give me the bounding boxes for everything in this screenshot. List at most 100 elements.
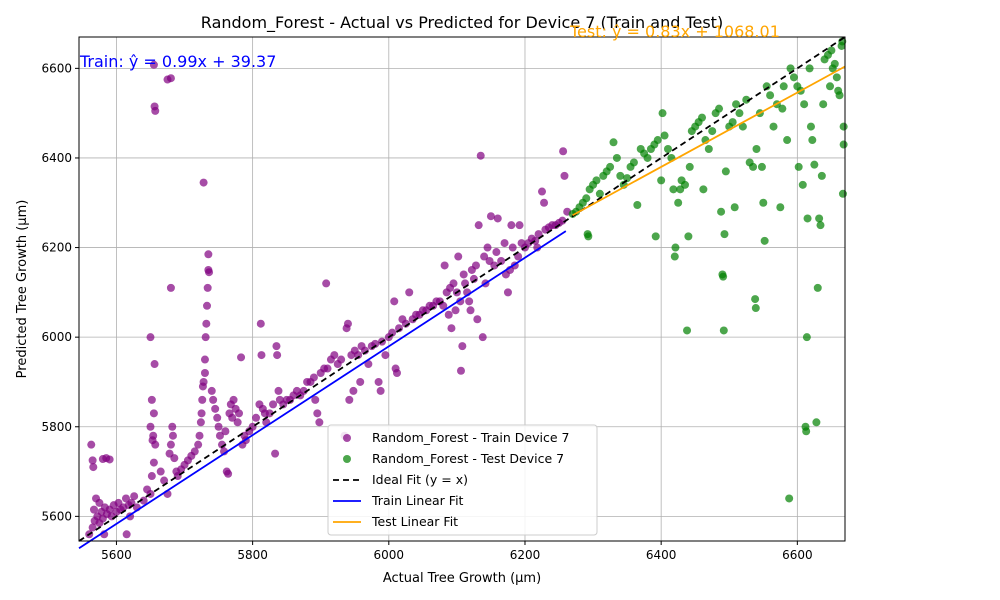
test-point — [684, 232, 693, 241]
test-point — [732, 100, 741, 109]
train-point — [89, 463, 98, 472]
train-point — [474, 221, 483, 230]
test-point — [806, 122, 815, 131]
train-point — [166, 440, 175, 449]
y-tick-label: 6000 — [41, 330, 72, 344]
train-point — [503, 288, 512, 297]
x-tick-label: 5600 — [101, 548, 132, 562]
test-point — [827, 46, 836, 55]
test-point — [616, 171, 625, 180]
train-point — [490, 261, 499, 270]
test-point — [803, 214, 812, 223]
test-point — [609, 138, 618, 147]
y-tick-label: 5800 — [41, 420, 72, 434]
test-point — [730, 203, 739, 212]
test-point — [776, 203, 785, 212]
legend-label: Test Linear Fit — [371, 514, 458, 529]
train-point — [315, 418, 324, 427]
train-point — [534, 230, 543, 239]
train-equation-annotation: Train: ŷ = 0.99x + 39.37 — [79, 52, 276, 71]
train-point — [122, 530, 131, 539]
x-tick-label: 6600 — [782, 548, 813, 562]
y-tick-label: 5600 — [41, 509, 72, 523]
train-point — [147, 395, 156, 404]
train-point — [390, 297, 399, 306]
train-point — [207, 386, 216, 395]
train-point — [147, 472, 156, 481]
test-point — [815, 214, 824, 223]
test-point — [721, 167, 730, 176]
train-point — [323, 364, 332, 373]
train-point — [269, 400, 278, 409]
train-point — [237, 353, 246, 362]
fit-lines — [78, 36, 846, 549]
test-point — [674, 198, 683, 207]
train-point — [493, 214, 502, 223]
test-point — [671, 243, 680, 252]
train-point — [376, 386, 385, 395]
test-point — [658, 109, 667, 118]
y-tick-label: 6200 — [41, 241, 72, 255]
test-point — [838, 189, 847, 198]
train-point — [478, 333, 487, 342]
train-point — [500, 239, 509, 248]
train-point — [356, 377, 365, 386]
train-point — [105, 455, 114, 464]
train-point — [146, 422, 155, 431]
test-equation-annotation: Test: ŷ = 0.83x + 1068.01 — [569, 22, 780, 41]
train-point — [88, 523, 97, 532]
test-point — [698, 113, 707, 122]
train-point — [533, 243, 542, 252]
train-point — [200, 355, 209, 364]
train-point — [209, 395, 218, 404]
test-point — [759, 198, 768, 207]
train-point — [205, 268, 214, 277]
train-point — [471, 261, 480, 270]
test-point — [769, 122, 778, 131]
train-point — [440, 261, 449, 270]
test-point — [592, 176, 601, 185]
test-point — [832, 73, 841, 82]
train-point — [201, 333, 210, 342]
train-point — [170, 454, 179, 463]
test-point — [751, 295, 760, 304]
train-point — [381, 351, 390, 360]
train-point — [349, 386, 358, 395]
test-point — [643, 153, 652, 162]
train-point — [199, 178, 208, 187]
train-point — [257, 351, 266, 360]
legend-box — [327, 424, 598, 536]
x-tick-label: 6400 — [646, 548, 677, 562]
test-point — [595, 189, 604, 198]
train-point — [486, 212, 495, 221]
test-point — [786, 64, 795, 73]
train-point — [221, 427, 230, 436]
train-point — [95, 498, 104, 507]
train-point — [272, 342, 281, 351]
test-point — [810, 160, 819, 169]
train-point — [166, 283, 175, 292]
train-point — [168, 431, 177, 440]
test-point — [663, 145, 672, 153]
train-point — [559, 147, 568, 156]
test-point — [584, 232, 593, 241]
train-point — [476, 151, 485, 160]
y-tick-label: 6400 — [41, 151, 72, 165]
train-point — [229, 395, 238, 404]
train-point — [439, 301, 448, 310]
train-point — [309, 373, 318, 382]
train-point — [371, 339, 380, 348]
test-point — [789, 73, 798, 82]
test-point — [708, 127, 717, 136]
train-point — [330, 351, 339, 360]
train-point — [514, 252, 523, 261]
train-point — [203, 283, 212, 292]
train-point — [311, 395, 320, 404]
test-point — [735, 109, 744, 118]
train-point — [168, 422, 177, 431]
x-axis-label: Actual Tree Growth (µm) — [383, 571, 541, 586]
train-point — [483, 243, 492, 252]
train-point — [447, 324, 456, 333]
test-point — [680, 180, 689, 189]
train-point — [313, 409, 322, 418]
